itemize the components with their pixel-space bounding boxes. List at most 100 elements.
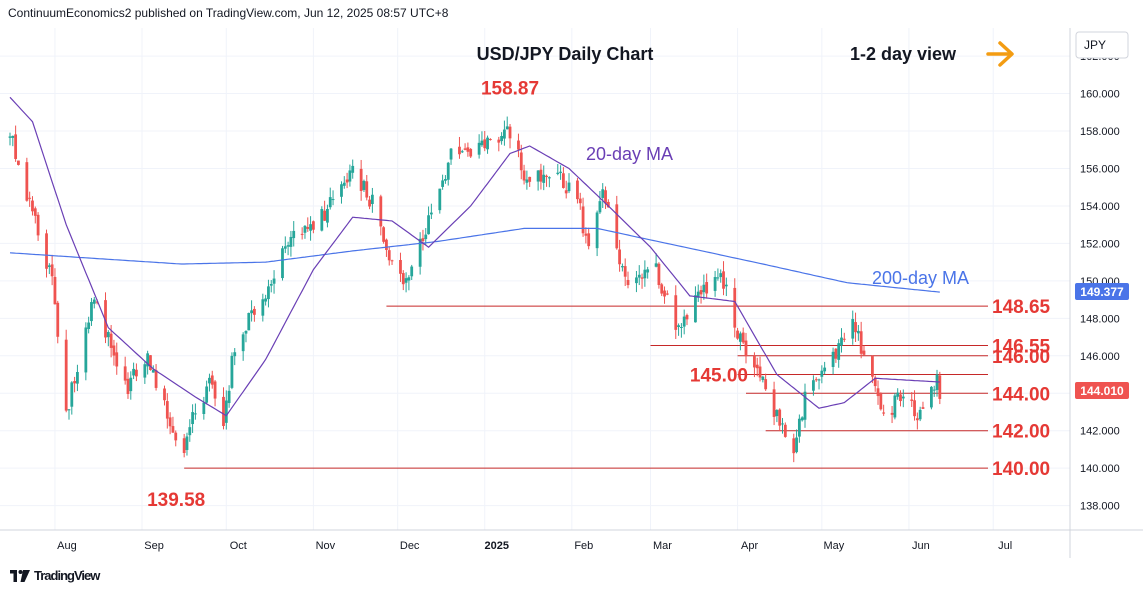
candle-body bbox=[646, 269, 650, 273]
y-tick-label: 152.000 bbox=[1080, 238, 1120, 250]
candle-body bbox=[8, 136, 12, 138]
candle-body bbox=[379, 196, 383, 227]
candle-body bbox=[851, 318, 855, 339]
currency-button[interactable]: JPY bbox=[1075, 31, 1129, 59]
ma200-line bbox=[9, 227, 940, 293]
candle-body bbox=[252, 308, 256, 315]
candle-body bbox=[677, 325, 680, 327]
candle-body bbox=[795, 437, 798, 453]
candle-body bbox=[615, 204, 619, 249]
candle-body bbox=[665, 293, 669, 295]
candle-body bbox=[135, 369, 138, 377]
candle-body bbox=[146, 353, 150, 367]
candle-body bbox=[519, 152, 523, 171]
candle-body bbox=[929, 386, 933, 408]
candle-body bbox=[879, 393, 883, 410]
candle-body bbox=[126, 378, 130, 395]
y-tick-label: 154.000 bbox=[1080, 201, 1120, 213]
candle-body bbox=[713, 277, 717, 291]
candle-body bbox=[460, 151, 464, 153]
y-axis[interactable]: 138.000140.000142.000144.000146.000148.0… bbox=[1080, 51, 1120, 513]
currency-label: JPY bbox=[1084, 38, 1106, 52]
candle-body bbox=[233, 352, 237, 357]
candle-body bbox=[525, 179, 529, 183]
candle-body bbox=[522, 170, 526, 181]
candle-body bbox=[241, 334, 245, 352]
candle-body bbox=[528, 176, 532, 182]
candle-body bbox=[286, 245, 290, 247]
candle-body bbox=[800, 417, 804, 421]
candle-body bbox=[50, 264, 54, 277]
candle-body bbox=[87, 322, 91, 330]
x-axis[interactable]: Aug Sep Oct Nov Dec 2025 Feb Mar Apr May Jun Jul bbox=[57, 540, 1012, 552]
level-label: 146.00 bbox=[992, 347, 1050, 368]
candle-body bbox=[567, 182, 571, 192]
last-price-tag: 144.010 bbox=[1075, 382, 1129, 399]
candle-body bbox=[351, 165, 355, 173]
candle-body bbox=[345, 179, 349, 183]
y-tick-label: 138.000 bbox=[1080, 501, 1120, 513]
candle-body bbox=[803, 391, 807, 420]
candle-body bbox=[480, 140, 484, 146]
candle-body bbox=[250, 310, 253, 314]
candle-body bbox=[213, 381, 217, 399]
candle-body bbox=[449, 148, 453, 160]
candle-body bbox=[109, 333, 113, 348]
candle-body bbox=[876, 388, 880, 397]
candle-body bbox=[660, 284, 664, 294]
candle-body bbox=[244, 330, 248, 334]
candle-body bbox=[595, 212, 599, 249]
candle-body bbox=[938, 375, 942, 399]
candle-body bbox=[606, 201, 610, 208]
publisher-text: ContinuumEconomics2 published on Trading… bbox=[8, 6, 449, 20]
x-tick-label: Apr bbox=[741, 540, 758, 552]
candle-body bbox=[151, 369, 155, 373]
candle-body bbox=[205, 386, 209, 403]
y-tick-label: 148.000 bbox=[1080, 313, 1120, 325]
moving-averages bbox=[9, 96, 940, 417]
candle-body bbox=[348, 170, 352, 182]
candle-body bbox=[418, 238, 422, 267]
candle-body bbox=[320, 209, 324, 231]
candle-body bbox=[70, 382, 74, 407]
candle-body bbox=[390, 260, 394, 262]
candle-body bbox=[458, 146, 461, 155]
candle-body bbox=[618, 249, 621, 265]
candle-body bbox=[694, 295, 697, 323]
footer: TradingView bbox=[10, 568, 100, 583]
candle-body bbox=[247, 312, 251, 331]
candle-body bbox=[744, 340, 748, 357]
candle-body bbox=[626, 279, 630, 286]
candle-body bbox=[545, 175, 548, 177]
candle-body bbox=[421, 238, 425, 242]
candle-body bbox=[267, 286, 270, 300]
candle-body bbox=[758, 366, 762, 378]
candle-body bbox=[269, 283, 273, 286]
ma200-label: 200-day MA bbox=[872, 268, 969, 288]
candle-body bbox=[657, 263, 661, 286]
plot-area[interactable] bbox=[0, 28, 1070, 530]
candle-body bbox=[264, 298, 268, 302]
candle-body bbox=[427, 215, 430, 235]
candle-body bbox=[820, 370, 824, 377]
candle-body bbox=[11, 135, 15, 138]
ma20-line bbox=[9, 96, 940, 417]
candle-body bbox=[469, 149, 473, 157]
candle-body bbox=[92, 299, 96, 304]
level-label: 148.65 bbox=[992, 297, 1051, 318]
level-label: 146.55 bbox=[992, 336, 1051, 357]
candle-body bbox=[702, 284, 706, 293]
candle-body bbox=[764, 379, 768, 390]
candle-body bbox=[132, 368, 136, 376]
candle-body bbox=[185, 436, 189, 451]
candle-body bbox=[682, 316, 686, 327]
candle-body bbox=[283, 246, 287, 249]
candle-body bbox=[578, 198, 582, 204]
candle-body bbox=[637, 274, 641, 278]
candle-body bbox=[328, 197, 332, 208]
candle-body bbox=[17, 160, 20, 165]
candle-body bbox=[210, 375, 214, 385]
candle-body bbox=[230, 355, 234, 388]
candle-body bbox=[340, 184, 343, 197]
